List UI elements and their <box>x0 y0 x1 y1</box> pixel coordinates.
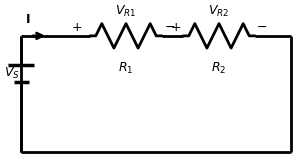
Text: −: − <box>165 21 175 34</box>
Text: $R_2$: $R_2$ <box>212 61 226 76</box>
Text: I: I <box>26 13 31 26</box>
Text: $V_{R1}$: $V_{R1}$ <box>115 4 137 19</box>
Text: +: + <box>71 21 82 34</box>
Text: $V_{R2}$: $V_{R2}$ <box>208 4 230 19</box>
Text: +: + <box>170 21 181 34</box>
Text: $V_S$: $V_S$ <box>4 66 20 81</box>
Text: $R_1$: $R_1$ <box>118 61 134 76</box>
Text: −: − <box>256 21 267 34</box>
